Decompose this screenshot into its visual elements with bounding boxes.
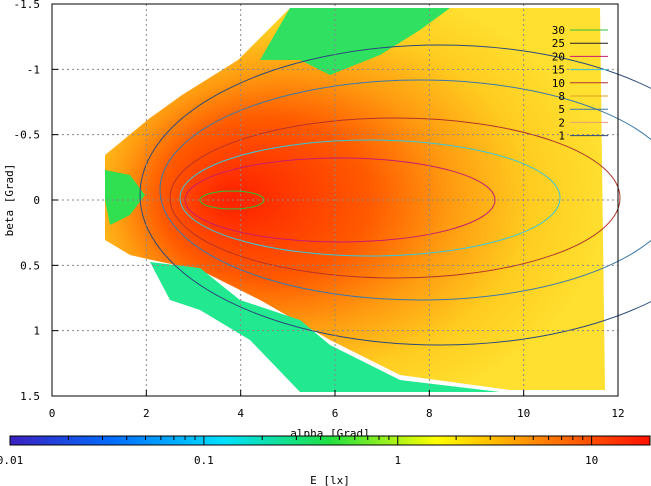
y-tick-label: -1.5 xyxy=(14,0,41,11)
y-tick-label: 0.5 xyxy=(20,259,40,272)
legend-label: 8 xyxy=(558,90,565,103)
x-tick-label: 8 xyxy=(426,407,433,420)
field-envelope xyxy=(105,8,605,390)
y-tick-label: 0 xyxy=(33,194,40,207)
legend-label: 1 xyxy=(558,130,565,143)
y-tick-label: -1 xyxy=(27,63,40,76)
contour-15 xyxy=(179,139,561,257)
legend-label: 5 xyxy=(558,103,565,116)
colorbar-tick-label: 10 xyxy=(585,454,598,467)
contour-20 xyxy=(184,157,496,243)
x-tick-label: 2 xyxy=(143,407,150,420)
y-axis-label: beta [Grad] xyxy=(3,164,16,237)
x-tick-label: 6 xyxy=(332,407,339,420)
y-tick-label: 1 xyxy=(33,325,40,338)
heat-field xyxy=(105,8,605,392)
x-tick-label: 4 xyxy=(237,407,244,420)
legend-label: 10 xyxy=(552,77,565,90)
legend-label: 2 xyxy=(558,116,565,129)
x-tick-label: 0 xyxy=(49,407,56,420)
x-ticks: 0 2 4 6 8 10 12 xyxy=(49,390,625,420)
colorbar-tick-label: 0.1 xyxy=(194,454,214,467)
contour-1 xyxy=(139,44,651,346)
contour-10 xyxy=(169,117,621,279)
contour-lines xyxy=(139,44,651,346)
y-ticks: -1.5 -1 -0.5 0 0.5 1 1.5 xyxy=(14,0,58,403)
field-green-left xyxy=(105,170,145,225)
x-tick-label: 12 xyxy=(611,407,624,420)
legend-label: 15 xyxy=(552,64,565,77)
legend-label: 20 xyxy=(552,50,565,63)
field-green-bottom xyxy=(150,262,500,392)
colorbar-tick-label: 1 xyxy=(394,454,401,467)
legend-label: 25 xyxy=(552,37,565,50)
colorbar-tick-label: 0.01 xyxy=(0,454,23,467)
colorbar-label: E [lx] xyxy=(310,474,350,486)
grid xyxy=(52,4,618,396)
field-green-top xyxy=(260,8,450,75)
y-tick-label: -0.5 xyxy=(14,129,41,142)
contour-5 xyxy=(159,79,651,301)
colorbar xyxy=(9,435,651,446)
colorbar-ticks: 0.01 0.1 1 10 xyxy=(0,436,651,467)
y-tick-label: 1.5 xyxy=(20,390,40,403)
x-tick-label: 10 xyxy=(517,407,530,420)
legend-label: 30 xyxy=(552,24,565,37)
